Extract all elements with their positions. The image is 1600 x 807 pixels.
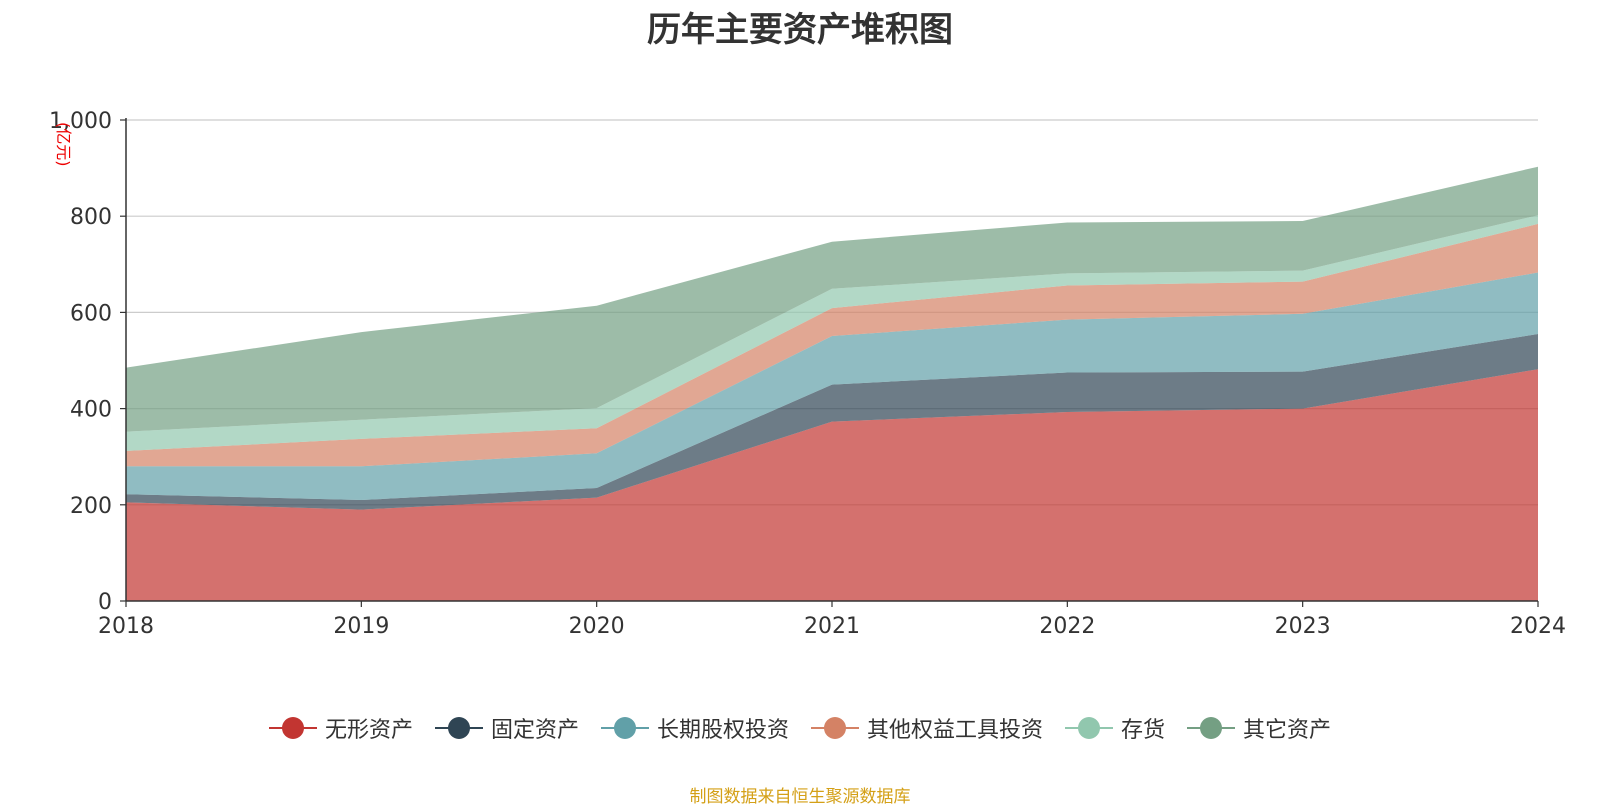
- y-tick-label: 200: [70, 494, 112, 519]
- area-series-4[interactable]: [126, 223, 1538, 467]
- x-tick-label: 2024: [1510, 614, 1566, 639]
- legend-label: 其它资产: [1243, 718, 1332, 743]
- legend-marker-icon: [811, 716, 859, 740]
- area-series: [126, 166, 1538, 601]
- legend-item-4[interactable]: 其他权益工具投资: [811, 712, 1043, 744]
- area-series-6[interactable]: [126, 166, 1538, 432]
- y-tick-label: 400: [70, 398, 112, 423]
- x-tick-label: 2023: [1275, 614, 1331, 639]
- x-tick-label: 2019: [333, 614, 389, 639]
- legend-item-1[interactable]: 无形资产: [268, 712, 413, 744]
- chart-title: 历年主要资产堆积图: [647, 10, 953, 50]
- axes: 0 200 400 600 800 1,000 2018 2019 2020 2021 2022 20…: [49, 109, 1566, 639]
- legend-label: 固定资产: [490, 718, 579, 743]
- x-tick-label: 2020: [569, 614, 625, 639]
- area-series-5[interactable]: [126, 215, 1538, 451]
- area-series-1[interactable]: [126, 369, 1538, 601]
- legend-item-5[interactable]: 存货: [1065, 712, 1165, 744]
- legend-marker-icon: [600, 716, 649, 740]
- data-source-note: 制图数据来自恒生聚源数据库: [689, 787, 911, 807]
- legend: 无形资产 固定资产 长期股权投资 其他权益工具投资 存货 其它资产: [0, 712, 1600, 744]
- x-tick-label: 2022: [1039, 614, 1095, 639]
- legend-label: 长期股权投资: [656, 718, 789, 743]
- y-tick-label: 800: [70, 205, 112, 230]
- legend-label: 无形资产: [324, 718, 413, 743]
- legend-item-6[interactable]: 其它资产: [1187, 712, 1331, 744]
- legend-marker-icon: [268, 716, 317, 740]
- legend-item-2[interactable]: 固定资产: [434, 712, 579, 744]
- area-series-3[interactable]: [126, 272, 1538, 501]
- legend-marker-icon: [1187, 716, 1236, 740]
- y-tick-label: 0: [98, 590, 112, 615]
- y-axis-unit-label: (亿元): [54, 122, 73, 167]
- x-tick-label: 2018: [98, 614, 154, 639]
- legend-marker-icon: [1065, 716, 1114, 740]
- y-tick-label: 1,000: [49, 109, 112, 134]
- legend-label: 存货: [1121, 718, 1166, 743]
- legend-label: 其他权益工具投资: [867, 718, 1044, 743]
- y-tick-label: 600: [70, 301, 112, 326]
- legend-marker-icon: [434, 716, 483, 740]
- area-series-2[interactable]: [126, 334, 1538, 510]
- x-tick-label: 2021: [804, 614, 860, 639]
- legend-item-3[interactable]: 长期股权投资: [600, 712, 789, 744]
